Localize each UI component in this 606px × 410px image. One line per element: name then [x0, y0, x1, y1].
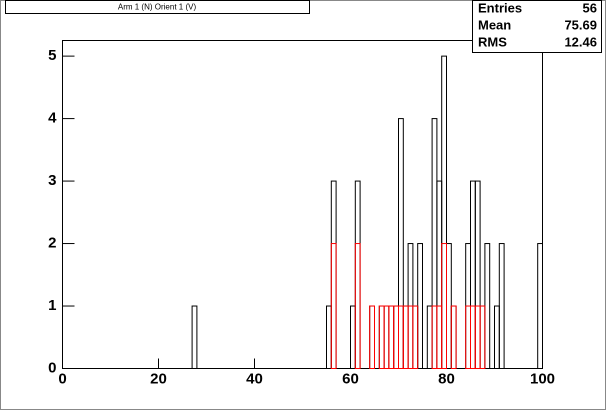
stats-label: Entries [478, 0, 522, 15]
chart-title: Arm 1 (N) Orient 1 (V) [118, 3, 197, 12]
y-tick-label: 3 [48, 172, 56, 189]
stats-value: 56 [583, 0, 597, 15]
histogram-bin [369, 305, 376, 369]
y-tick-label: 5 [48, 47, 56, 64]
stats-box [472, 0, 602, 53]
x-tick-label: 80 [438, 370, 455, 387]
y-tick-label: 0 [48, 359, 56, 376]
stats-label: Mean [478, 17, 511, 32]
plot-frame [62, 40, 543, 369]
x-tick-label: 100 [530, 370, 555, 387]
histogram-bin [354, 243, 361, 369]
histogram-bin [330, 243, 337, 369]
histogram-bin [537, 243, 544, 369]
stats-value: 12.46 [564, 34, 597, 49]
histogram-bin [441, 243, 448, 369]
stats-value: 75.69 [564, 17, 597, 32]
histogram-bin [479, 305, 486, 369]
histogram-bin [498, 243, 505, 369]
title-box [5, 0, 310, 14]
y-tick-label: 1 [48, 297, 56, 314]
x-tick-label: 40 [246, 370, 263, 387]
x-tick-label: 60 [342, 370, 359, 387]
histogram-bin [412, 305, 419, 369]
y-tick-label: 2 [48, 235, 56, 252]
stats-label: RMS [478, 34, 507, 49]
histogram-bin [450, 305, 457, 369]
y-tick-label: 4 [48, 110, 57, 127]
histogram-bin [191, 305, 198, 369]
x-tick-label: 20 [150, 370, 167, 387]
x-tick-label: 0 [58, 370, 66, 387]
